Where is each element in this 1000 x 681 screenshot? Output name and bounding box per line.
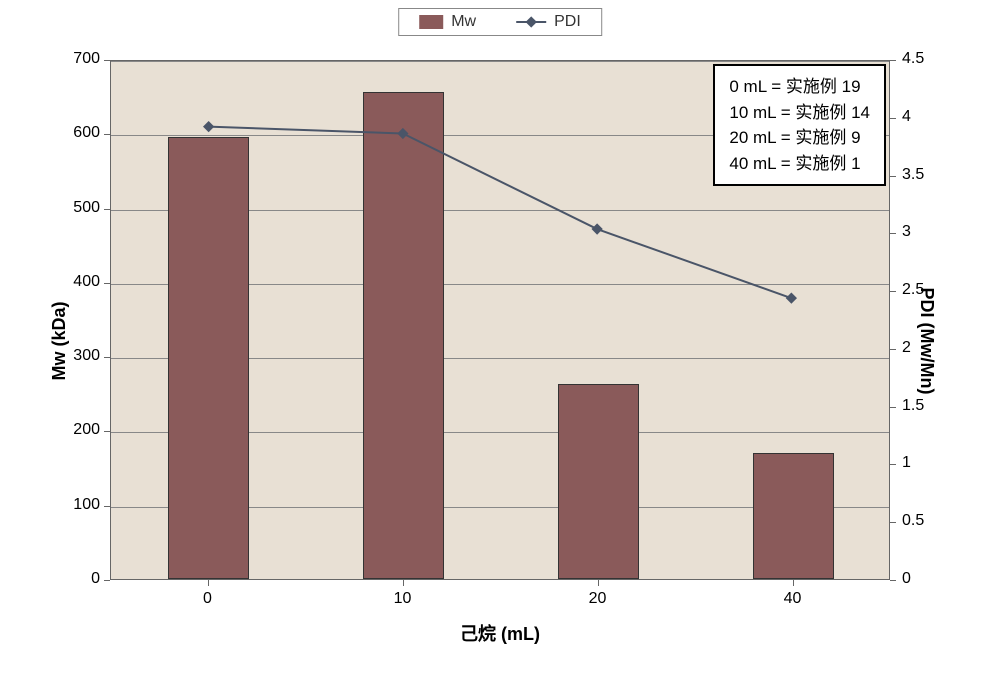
y-right-tick-label: 4: [902, 108, 911, 126]
y-left-tick: [104, 580, 110, 581]
line-marker: [591, 223, 602, 234]
legend-bar-swatch: [419, 15, 443, 29]
bar: [363, 92, 445, 579]
y-left-tick-label: 700: [60, 50, 100, 68]
y-left-tick: [104, 209, 110, 210]
y-right-tick-label: 2.5: [902, 281, 924, 299]
y-right-tick: [890, 60, 896, 61]
x-tick-label: 0: [203, 590, 212, 608]
bar: [558, 384, 640, 579]
y-left-tick-label: 500: [60, 199, 100, 217]
y-right-tick: [890, 291, 896, 292]
legend-bar-label: Mw: [451, 13, 476, 31]
legend-item-line: PDI: [516, 13, 581, 31]
annotation-line: 20 mL = 实施例 9: [729, 125, 870, 151]
y-left-tick-label: 600: [60, 124, 100, 142]
y-right-tick-label: 2: [902, 339, 911, 357]
x-axis-title: 己烷 (mL): [460, 620, 540, 646]
annotation-box: 0 mL = 实施例 1910 mL = 实施例 1420 mL = 实施例 9…: [713, 64, 886, 186]
y-right-tick: [890, 176, 896, 177]
y-right-tick: [890, 349, 896, 350]
y-left-tick: [104, 506, 110, 507]
legend-item-bar: Mw: [419, 13, 476, 31]
x-tick-label: 10: [394, 590, 412, 608]
y-axis-left-title: Mw (kDa): [49, 301, 70, 380]
y-right-tick-label: 4.5: [902, 50, 924, 68]
y-left-tick: [104, 283, 110, 284]
y-left-tick: [104, 357, 110, 358]
legend: Mw PDI: [398, 8, 602, 36]
y-left-tick-label: 300: [60, 347, 100, 365]
x-tick: [403, 580, 404, 586]
x-tick-label: 40: [784, 590, 802, 608]
chart-container: Mw PDI Mw (kDa) PDI (Mw/Mn) 己烷 (mL) 0100…: [0, 0, 1000, 681]
y-right-tick: [890, 580, 896, 581]
y-axis-right-title: PDI (Mw/Mn): [916, 287, 937, 394]
annotation-line: 40 mL = 实施例 1: [729, 151, 870, 177]
x-tick: [208, 580, 209, 586]
legend-line-swatch: [516, 15, 546, 29]
x-tick-label: 20: [589, 590, 607, 608]
annotation-line: 10 mL = 实施例 14: [729, 100, 870, 126]
bar: [168, 137, 250, 579]
y-left-tick-label: 0: [60, 570, 100, 588]
y-right-tick-label: 3.5: [902, 166, 924, 184]
y-left-tick: [104, 134, 110, 135]
y-left-tick: [104, 431, 110, 432]
y-right-tick: [890, 522, 896, 523]
y-left-tick: [104, 60, 110, 61]
annotation-line: 0 mL = 实施例 19: [729, 74, 870, 100]
y-right-tick: [890, 407, 896, 408]
y-right-tick-label: 1: [902, 454, 911, 472]
y-right-tick: [890, 118, 896, 119]
x-tick: [793, 580, 794, 586]
y-left-tick-label: 200: [60, 421, 100, 439]
y-right-tick-label: 0: [902, 570, 911, 588]
gridline: [111, 61, 889, 62]
line-marker: [203, 121, 214, 132]
legend-line-label: PDI: [554, 13, 581, 31]
y-left-tick-label: 400: [60, 273, 100, 291]
y-right-tick-label: 1.5: [902, 397, 924, 415]
bar: [753, 453, 835, 579]
y-right-tick-label: 0.5: [902, 512, 924, 530]
line-marker: [786, 292, 797, 303]
y-right-tick: [890, 233, 896, 234]
y-right-tick: [890, 464, 896, 465]
x-tick: [598, 580, 599, 586]
y-right-tick-label: 3: [902, 223, 911, 241]
y-left-tick-label: 100: [60, 496, 100, 514]
